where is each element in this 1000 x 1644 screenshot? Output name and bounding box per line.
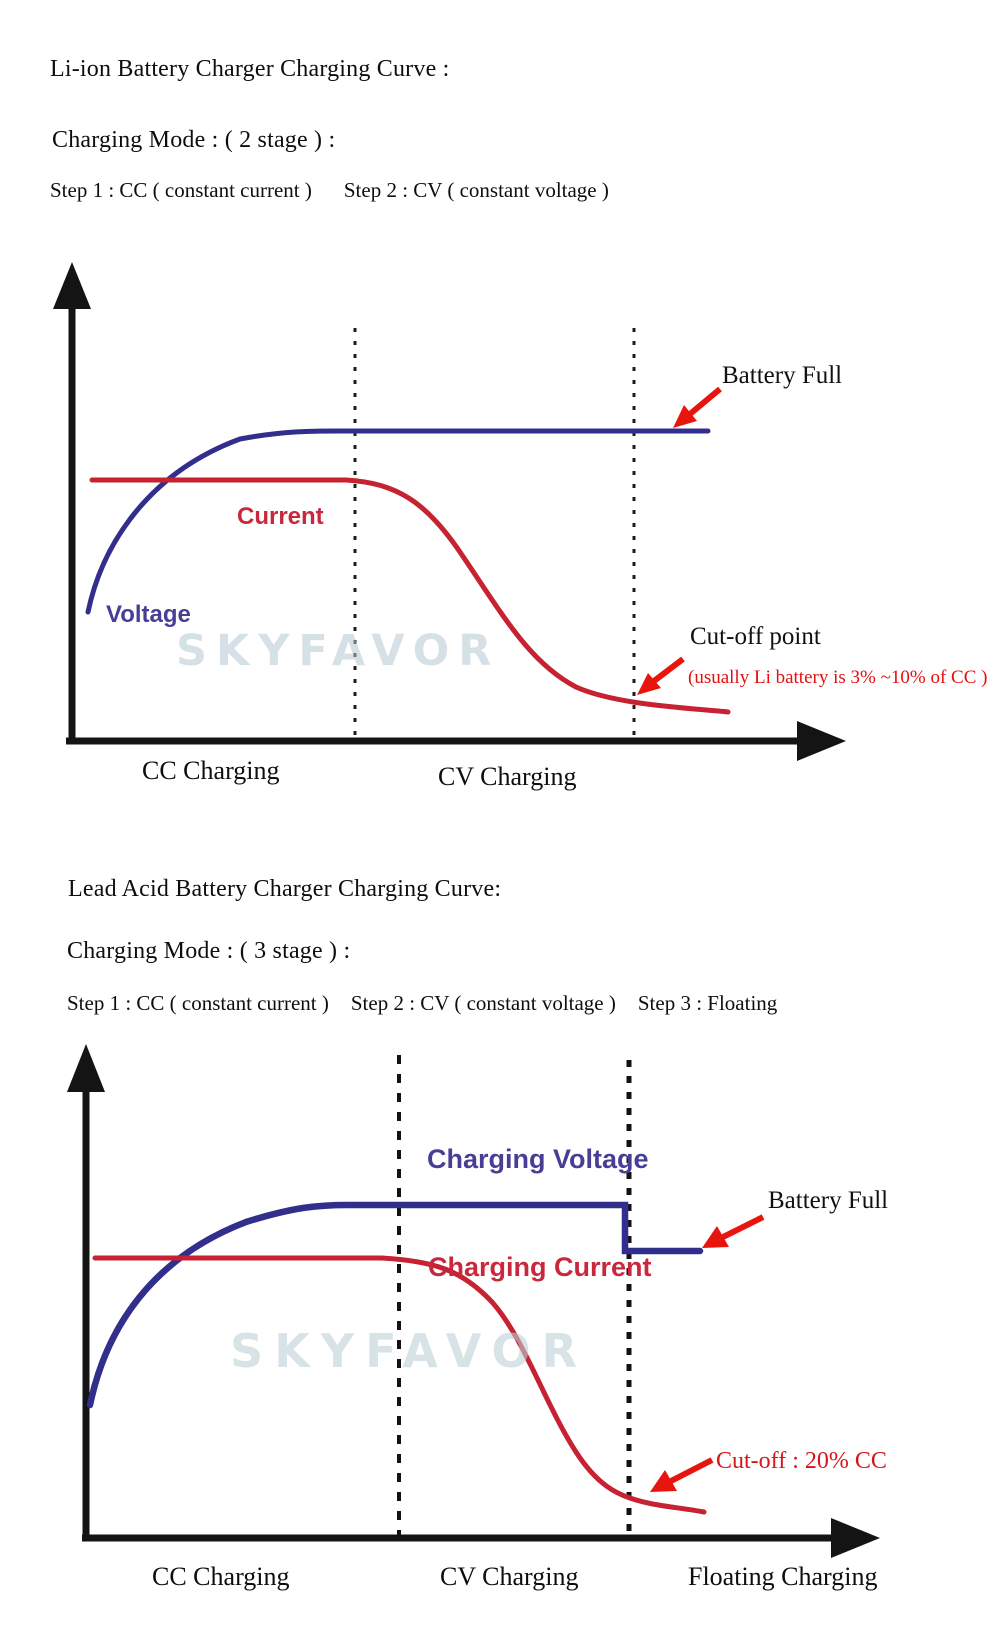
watermark-chart2: SKYFAVOR xyxy=(230,1324,589,1378)
watermark-chart1: SKYFAVOR xyxy=(176,626,501,676)
region-label-floating-chart2: Floating Charging xyxy=(688,1562,878,1591)
cutoff-arrow-icon xyxy=(637,656,685,695)
section2-title: Lead Acid Battery Charger Charging Curve… xyxy=(68,876,502,902)
section2-charging-mode: Charging Mode : ( 3 stage ) : xyxy=(67,938,351,964)
lead-acid-charging-chart xyxy=(0,1030,1000,1620)
charging-voltage-curve-label: Charging Voltage xyxy=(427,1144,649,1174)
region-label-cv-chart1: CV Charging xyxy=(438,762,577,791)
cutoff-arrow-icon xyxy=(650,1457,714,1492)
liion-charging-chart xyxy=(0,235,1000,795)
section2-step1: Step 1 : CC ( constant current ) xyxy=(67,991,329,1015)
current-curve xyxy=(89,477,731,715)
region-label-cc-chart2: CC Charging xyxy=(152,1562,290,1591)
voltage-curve-label: Voltage xyxy=(106,601,191,628)
section2-step2: Step 2 : CV ( constant voltage ) xyxy=(350,991,616,1015)
liion-chart-canvas xyxy=(53,262,846,761)
region-label-cv-chart2: CV Charging xyxy=(440,1562,579,1591)
section1-charging-mode: Charging Mode : ( 2 stage ) : xyxy=(52,127,336,153)
voltage-curve xyxy=(85,428,711,615)
battery-full-arrow-icon xyxy=(673,386,722,428)
region-label-cc-chart1: CC Charging xyxy=(142,756,280,785)
section2-step3: Step 3 : Floating xyxy=(637,991,778,1015)
y-axis-arrow-icon xyxy=(53,262,91,309)
battery-full-annotation-chart2: Battery Full xyxy=(768,1187,889,1214)
cutoff-annotation-chart2: Cut-off : 20% CC xyxy=(716,1448,887,1474)
x-axis-arrow-icon xyxy=(797,721,846,761)
section2-steps: Step 1 : CC ( constant current ) Step 2 … xyxy=(67,991,777,1016)
section1-steps: Step 1 : CC ( constant current ) Step 2 … xyxy=(50,178,609,203)
section1-title: Li-ion Battery Charger Charging Curve : xyxy=(50,56,450,82)
cutoff-note-annotation: (usually Li battery is 3% ~10% of CC ) xyxy=(688,667,988,688)
cutoff-point-annotation: Cut-off point xyxy=(690,623,821,650)
charging-current-curve xyxy=(92,1255,707,1515)
section1-step2: Step 2 : CV ( constant voltage ) xyxy=(343,178,609,202)
battery-full-arrow-icon xyxy=(702,1214,765,1248)
lead-acid-chart-canvas xyxy=(67,1044,880,1558)
x-axis-arrow-icon xyxy=(831,1518,880,1558)
current-curve-label: Current xyxy=(237,503,324,530)
charging-voltage-curve xyxy=(86,1201,704,1409)
y-axis-arrow-icon xyxy=(67,1044,105,1092)
battery-full-annotation-chart1: Battery Full xyxy=(722,362,843,389)
section1-step1: Step 1 : CC ( constant current ) xyxy=(50,178,312,202)
charging-current-curve-label: Charging Current xyxy=(428,1252,652,1282)
